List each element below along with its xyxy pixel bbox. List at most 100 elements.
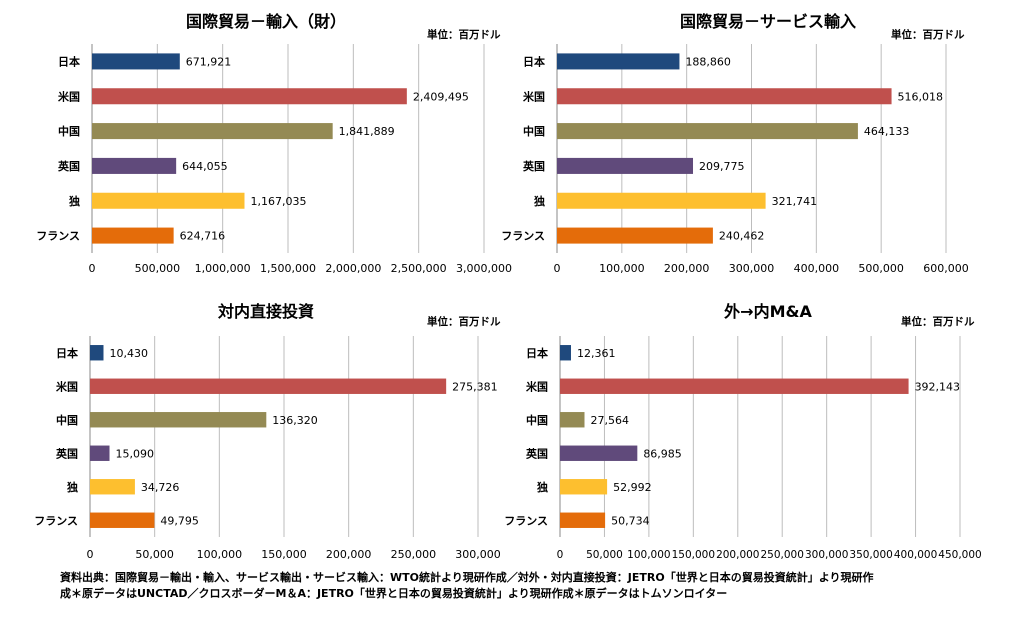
x-tick-label: 0 bbox=[554, 262, 561, 275]
bar bbox=[560, 412, 585, 428]
x-tick-label: 300,000 bbox=[805, 549, 848, 561]
x-tick-label: 150,000 bbox=[672, 549, 715, 561]
bar-chart-svg: 0 500,000 1,000,000 1,500,000 2,000,000 2,500… bbox=[36, 44, 512, 275]
x-tick-label: 400,000 bbox=[794, 262, 840, 275]
bar-value-label: 1,167,035 bbox=[250, 195, 306, 208]
bar bbox=[557, 88, 892, 105]
bar-value-label: 34,726 bbox=[141, 481, 180, 494]
bar-value-label: 86,985 bbox=[643, 447, 682, 460]
bar-value-label: 516,018 bbox=[898, 90, 944, 103]
bar-value-label: 209,775 bbox=[699, 160, 745, 173]
bar bbox=[560, 445, 638, 461]
bar-value-label: 27,564 bbox=[591, 414, 630, 427]
source-line-2: 成＊原データはUNCTAD／クロスボーダーM＆A：JETRO「世界と日本の貿易投… bbox=[60, 587, 728, 600]
source-line-1: 資料出典：国際貿易－輸出・輸入、サービス輸出・サービス輸入：WTO統計より現研作… bbox=[60, 571, 874, 584]
bar bbox=[557, 123, 858, 140]
x-tick-label: 3,000,000 bbox=[456, 262, 512, 275]
category-label: 独 bbox=[536, 480, 548, 494]
category-label: 英国 bbox=[522, 159, 545, 173]
bar bbox=[557, 53, 680, 70]
category-label: フランス bbox=[36, 230, 80, 243]
x-tick-label: 150,000 bbox=[261, 548, 307, 561]
x-tick-label: 100,000 bbox=[599, 262, 645, 275]
bar-chart-svg: 0 50,000 100,000 150,000 200,000 250,000 300,0… bbox=[34, 336, 501, 561]
bar-value-label: 275,381 bbox=[452, 380, 498, 393]
x-tick-label: 200,000 bbox=[716, 549, 759, 561]
category-label: フランス bbox=[504, 514, 548, 527]
x-tick-label: 1,500,000 bbox=[260, 262, 316, 275]
bar-value-label: 240,462 bbox=[719, 230, 765, 243]
x-tick-label: 50,000 bbox=[586, 549, 623, 561]
x-tick-label: 0 bbox=[557, 549, 564, 561]
category-label: 英国 bbox=[55, 446, 78, 460]
bar bbox=[90, 345, 104, 361]
x-tick-label: 100,000 bbox=[197, 548, 243, 561]
unit-label: 単位：百万ドル bbox=[427, 316, 501, 328]
chart-inward-ma: 外→内M&A 単位：百万ドル 0 50,000 100,000 150,000 200,… bbox=[504, 290, 1024, 570]
x-tick-label: 600,000 bbox=[923, 262, 969, 275]
category-label: フランス bbox=[501, 230, 545, 243]
bar bbox=[90, 412, 267, 428]
x-tick-label: 400,000 bbox=[894, 549, 937, 561]
bar-value-label: 52,992 bbox=[613, 481, 652, 494]
bar bbox=[92, 227, 174, 244]
category-label: 英国 bbox=[57, 159, 80, 173]
bar bbox=[90, 378, 447, 394]
chart-title: 国際貿易－輸入（財） bbox=[185, 12, 346, 31]
unit-label: 単位：百万ドル bbox=[891, 29, 965, 41]
unit-label: 単位：百万ドル bbox=[427, 29, 501, 41]
bar-chart-svg: 0 100,000 200,000 300,000 400,000 500,000 600,… bbox=[501, 44, 969, 275]
bar-value-label: 321,741 bbox=[772, 195, 818, 208]
bar-value-label: 671,921 bbox=[186, 55, 232, 68]
bar-value-label: 644,055 bbox=[182, 160, 228, 173]
x-tick-label: 200,000 bbox=[664, 262, 710, 275]
bar-value-label: 10,430 bbox=[109, 347, 148, 360]
chart-goods-import: 国際貿易－輸入（財） 単位：百万ドル 0 500,000 1,000,000 1,50… bbox=[0, 0, 512, 285]
bar-value-label: 188,860 bbox=[685, 55, 731, 68]
category-label: 独 bbox=[68, 194, 80, 208]
x-tick-label: 300,000 bbox=[729, 262, 775, 275]
x-tick-label: 100,000 bbox=[627, 549, 670, 561]
bar-value-label: 1,841,889 bbox=[339, 125, 395, 138]
source-note: 資料出典：国際貿易－輸出・輸入、サービス輸出・サービス輸入：WTO統計より現研作… bbox=[60, 570, 990, 602]
bar bbox=[92, 192, 245, 209]
x-tick-label: 1,000,000 bbox=[195, 262, 251, 275]
x-tick-label: 50,000 bbox=[135, 548, 174, 561]
bar bbox=[92, 53, 180, 70]
bar-value-label: 136,320 bbox=[272, 414, 318, 427]
category-label: 日本 bbox=[523, 54, 545, 68]
category-label: 米国 bbox=[525, 379, 548, 393]
category-label: 中国 bbox=[58, 124, 80, 138]
bar bbox=[557, 157, 694, 174]
bar bbox=[560, 345, 571, 361]
bar-value-label: 624,716 bbox=[180, 230, 226, 243]
x-tick-label: 200,000 bbox=[326, 548, 372, 561]
x-tick-label: 0 bbox=[87, 548, 94, 561]
bar bbox=[560, 378, 909, 394]
chart-title: 対内直接投資 bbox=[217, 302, 314, 321]
bar-value-label: 50,734 bbox=[611, 514, 650, 527]
category-label: 中国 bbox=[56, 413, 78, 427]
x-tick-label: 500,000 bbox=[858, 262, 904, 275]
bar-value-label: 15,090 bbox=[116, 447, 155, 460]
x-tick-label: 450,000 bbox=[938, 549, 981, 561]
category-label: 米国 bbox=[55, 379, 78, 393]
x-tick-label: 2,000,000 bbox=[325, 262, 381, 275]
bar bbox=[92, 123, 333, 140]
bar-chart-svg: 0 50,000 100,000 150,000 200,000 250,000 300,0… bbox=[504, 336, 982, 561]
bar-value-label: 392,143 bbox=[915, 380, 961, 393]
x-tick-label: 300,000 bbox=[455, 548, 501, 561]
bar-value-label: 49,795 bbox=[160, 514, 199, 527]
bar bbox=[90, 445, 110, 461]
bar bbox=[92, 88, 407, 105]
bar bbox=[90, 512, 155, 528]
category-label: 米国 bbox=[57, 89, 80, 103]
category-label: 中国 bbox=[523, 124, 545, 138]
category-label: 日本 bbox=[526, 346, 548, 360]
x-tick-label: 500,000 bbox=[135, 262, 181, 275]
category-label: フランス bbox=[34, 514, 78, 527]
category-label: 日本 bbox=[56, 346, 78, 360]
bar-value-label: 2,409,495 bbox=[413, 90, 469, 103]
bar-value-label: 12,361 bbox=[577, 347, 616, 360]
bar bbox=[560, 479, 608, 495]
